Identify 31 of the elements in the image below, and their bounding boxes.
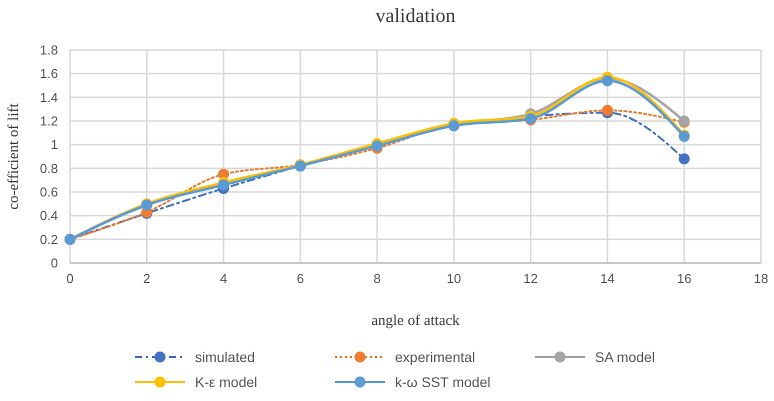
y-tick-label: 0.6 <box>40 184 58 200</box>
x-tick-label: 16 <box>676 271 692 286</box>
y-tick-label: 0.2 <box>40 232 58 247</box>
x-tick-label: 18 <box>754 271 768 286</box>
y-tick-label: 1 <box>50 137 58 152</box>
x-tick-label: 6 <box>296 271 304 286</box>
point <box>678 153 690 164</box>
y-tick-label: 1.4 <box>40 90 58 105</box>
x-tick-label: 12 <box>523 271 538 286</box>
x-axis-title: angle of attack <box>371 313 460 329</box>
x-tick-label: 8 <box>373 271 381 286</box>
y-tick-label: 1.8 <box>40 42 58 58</box>
chart-title: validation <box>376 5 456 27</box>
legend-label: experimental <box>395 349 476 365</box>
y-tick-label: 0 <box>50 256 58 270</box>
y-tick-label: 1.6 <box>40 66 58 82</box>
y-tick-label: 1.2 <box>40 114 58 128</box>
point <box>602 75 613 86</box>
y-tick-label: 0.4 <box>40 208 58 224</box>
y-axis-title: co-efficient of lift <box>6 102 22 210</box>
y-tick-label: 0.8 <box>40 160 58 176</box>
point <box>602 104 613 116</box>
x-tick-label: 10 <box>446 271 462 286</box>
x-tick-label: 14 <box>600 271 615 286</box>
x-tick-label: 4 <box>220 271 228 286</box>
x-tick-label: 0 <box>66 271 74 286</box>
legend-label: K-ε model <box>195 374 258 390</box>
x-tick-label: 2 <box>143 271 150 286</box>
legend-label: SA model <box>595 349 655 365</box>
legend-label: simulated <box>195 349 255 365</box>
legend-label: k-ω SST model <box>395 374 490 390</box>
